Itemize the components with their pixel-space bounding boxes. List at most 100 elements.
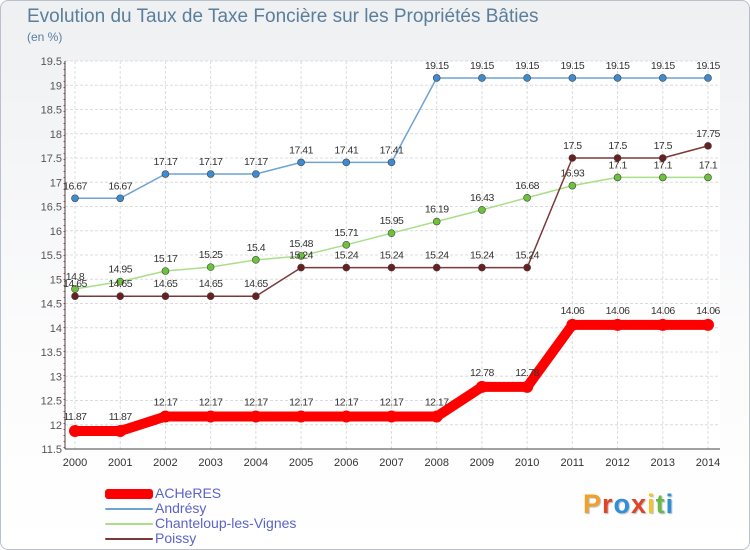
data-point (478, 74, 486, 82)
data-point (206, 170, 215, 178)
y-tick-label: 16.5 (41, 202, 62, 214)
data-label: 15.17 (154, 253, 178, 265)
x-tick-label: 2009 (470, 457, 494, 469)
data-point (297, 252, 305, 260)
data-label: 16.67 (63, 180, 87, 192)
data-point (658, 154, 667, 162)
data-point (704, 173, 712, 182)
data-point (71, 194, 79, 203)
x-tick-label: 2010 (515, 457, 539, 469)
data-label: 17.75 (696, 128, 720, 140)
data-label: 16.19 (425, 204, 449, 216)
data-point (475, 380, 488, 393)
data-label: 19.15 (696, 60, 720, 72)
legend-swatch-acheres (105, 489, 153, 499)
logo-letter: x (631, 489, 648, 519)
proxiti-logo: Proxiti (583, 489, 674, 520)
data-point (206, 292, 215, 301)
x-tick-label: 2002 (153, 457, 177, 469)
data-label: 15.24 (380, 250, 404, 262)
x-tick-label: 2003 (198, 457, 222, 469)
data-label: 15.4 (247, 242, 266, 254)
data-point (116, 292, 125, 301)
x-tick-label: 2005 (289, 457, 313, 469)
data-label: 15.24 (425, 250, 449, 262)
data-point (116, 277, 125, 286)
data-label: 17.1 (608, 159, 627, 171)
logo-letter: i (665, 489, 675, 519)
x-tick-label: 2007 (379, 457, 403, 469)
x-tick-label: 2011 (561, 457, 585, 469)
y-tick-label: 12 (50, 420, 62, 432)
data-point (342, 158, 351, 167)
data-label: 14.06 (696, 305, 720, 317)
data-label: 19.15 (651, 60, 675, 72)
data-label: 16.68 (515, 180, 539, 192)
data-label: 12.17 (289, 397, 313, 409)
data-point (340, 410, 353, 423)
data-point (114, 425, 127, 438)
data-label: 14.95 (108, 264, 132, 276)
data-label: 12.17 (244, 397, 268, 409)
data-point (385, 410, 398, 423)
data-label: 17.5 (654, 140, 673, 152)
data-point (161, 292, 170, 301)
legend-swatch-andresy (105, 508, 153, 510)
data-point (297, 263, 305, 272)
data-point (252, 170, 260, 178)
data-label: 15.24 (289, 250, 313, 262)
data-label: 15.95 (380, 215, 404, 227)
data-point (342, 263, 351, 272)
data-label: 14.65 (63, 278, 87, 290)
data-point (71, 292, 79, 301)
data-label: 19.15 (560, 60, 584, 72)
data-label: 17.17 (244, 156, 268, 168)
chart-title: Evolution du Taux de Taxe Foncière sur l… (27, 6, 539, 27)
data-label: 16.43 (470, 192, 494, 204)
y-tick-label: 19 (50, 80, 62, 92)
legend-label-acheres: ACHeRES (155, 485, 222, 501)
x-tick-label: 2006 (334, 457, 358, 469)
data-point (295, 410, 308, 423)
data-point (161, 267, 170, 275)
data-point (478, 263, 486, 272)
data-label: 19.15 (470, 60, 494, 72)
data-label: 14.65 (199, 278, 223, 290)
logo-letter: r (602, 489, 614, 519)
data-label: 17.17 (199, 156, 223, 168)
data-label: 17.41 (289, 144, 313, 156)
data-label: 15.25 (199, 249, 223, 261)
data-label: 14.65 (154, 278, 178, 290)
data-label: 17.41 (334, 144, 358, 156)
data-label: 15.24 (334, 250, 358, 262)
legend-label-poissy: Poissy (155, 530, 197, 546)
data-point (704, 74, 712, 82)
data-label: 14.06 (606, 305, 630, 317)
data-point (432, 217, 441, 226)
data-label: 16.67 (108, 180, 132, 192)
data-label: 17.17 (154, 156, 178, 168)
data-point (656, 318, 669, 331)
x-tick-label: 2012 (605, 457, 629, 469)
y-tick-label: 11.5 (41, 444, 62, 456)
y-tick-label: 14 (50, 323, 62, 335)
x-tick-label: 2000 (63, 457, 87, 469)
data-label: 17.5 (563, 140, 582, 152)
y-tick-label: 17.5 (41, 153, 62, 165)
x-tick-label: 2013 (651, 457, 675, 469)
data-point (249, 410, 262, 423)
y-tick-label: 13 (50, 371, 62, 383)
data-label: 19.15 (515, 60, 539, 72)
data-label: 15.71 (334, 227, 358, 239)
data-point (613, 154, 622, 162)
data-label: 17.1 (654, 159, 673, 171)
y-tick-label: 17 (50, 177, 62, 189)
data-point (432, 74, 441, 82)
data-label: 11.87 (109, 411, 133, 423)
data-label: 15.48 (289, 238, 313, 250)
data-point (430, 410, 443, 423)
data-point (252, 292, 260, 301)
data-point (658, 173, 667, 182)
